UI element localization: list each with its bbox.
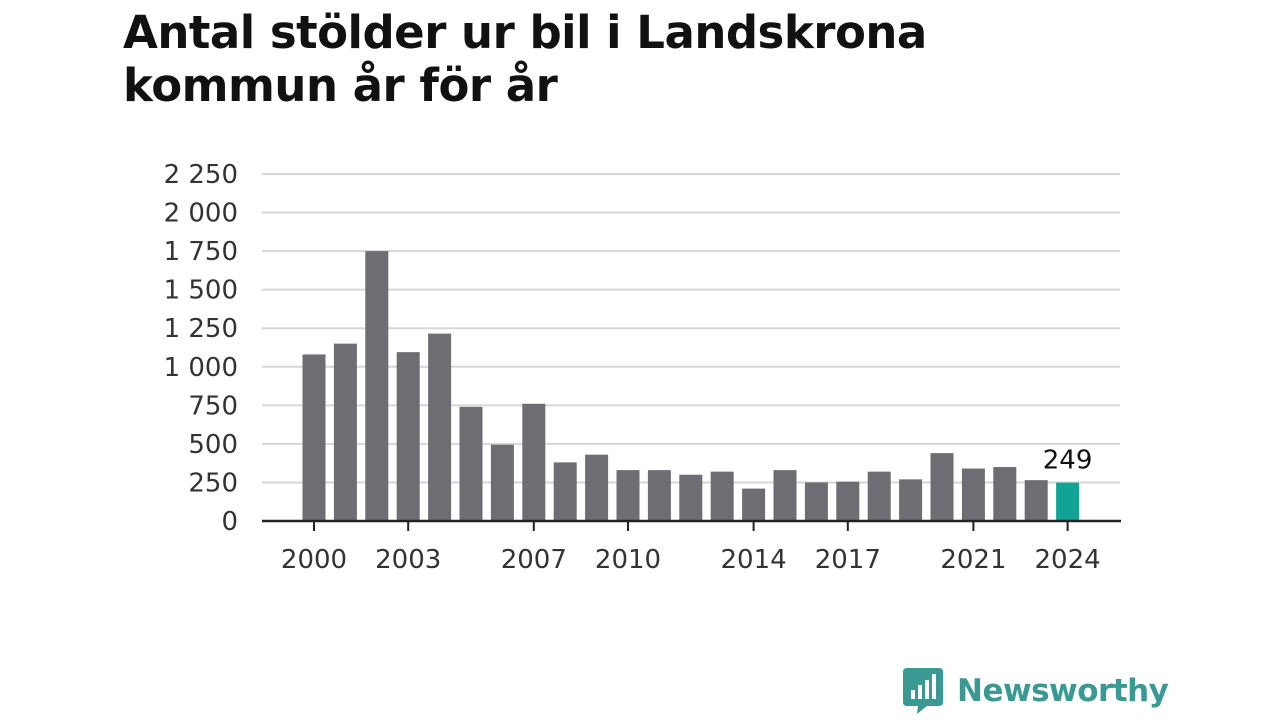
y-tick-label: 2 250 <box>164 160 238 190</box>
x-tick-label: 2007 <box>501 545 567 575</box>
bar-chart: 0 250 500 750 1 000 1 250 1 500 1 750 2 000 2 250… <box>164 160 1121 575</box>
newsworthy-logo-icon <box>903 668 943 714</box>
bar-2017 <box>836 481 860 521</box>
bar-2014 <box>742 488 766 521</box>
brand-name: Newsworthy <box>957 673 1169 709</box>
x-axis-tick-labels: 2000 2003 2007 2010 2014 2017 2021 2024 <box>281 521 1101 575</box>
y-tick-label: 500 <box>188 430 238 460</box>
newsworthy-brand: Newsworthy <box>903 668 1169 714</box>
y-tick-label: 750 <box>188 391 238 421</box>
bar-2019 <box>899 479 923 521</box>
chart-title: Antal stölder ur bil i Landskrona kommun… <box>123 6 927 112</box>
bar-2004 <box>428 333 452 521</box>
bar-2008 <box>553 462 577 521</box>
bar-2011 <box>647 470 671 521</box>
gridlines <box>262 173 1120 484</box>
y-axis-tick-labels: 0 250 500 750 1 000 1 250 1 500 1 750 2 000 2 250 <box>164 160 238 537</box>
bar-2015 <box>773 470 797 521</box>
bar-highlight-2024 <box>1056 482 1080 521</box>
y-tick-label: 1 750 <box>164 237 238 267</box>
bar-2009 <box>585 454 609 521</box>
bars <box>302 251 1080 521</box>
bar-2000 <box>302 354 326 521</box>
bar-2021 <box>961 468 985 521</box>
x-tick-label: 2021 <box>940 545 1006 575</box>
bar-2007 <box>522 403 546 521</box>
bar-2020 <box>930 453 954 521</box>
bar-2001 <box>333 343 357 521</box>
bar-2006 <box>490 444 514 521</box>
bar-2023 <box>1024 480 1048 521</box>
y-tick-label: 250 <box>188 468 238 498</box>
x-tick-label: 2000 <box>281 545 347 575</box>
y-tick-label: 2 000 <box>164 199 238 229</box>
bar-2012 <box>679 474 703 521</box>
x-tick-label: 2017 <box>815 545 881 575</box>
data-label-2024: 249 <box>1043 446 1093 476</box>
x-tick-label: 2024 <box>1035 545 1101 575</box>
y-tick-label: 1 000 <box>164 353 238 383</box>
y-tick-label: 0 <box>221 507 238 537</box>
bar-2003 <box>396 352 420 521</box>
bar-2016 <box>804 482 828 521</box>
bar-2005 <box>459 406 483 521</box>
x-tick-label: 2014 <box>721 545 787 575</box>
bar-2022 <box>993 467 1017 521</box>
x-tick-label: 2010 <box>595 545 661 575</box>
bar-2013 <box>710 471 734 521</box>
x-tick-label: 2003 <box>375 545 441 575</box>
bar-2018 <box>867 471 891 521</box>
bar-2002 <box>365 251 389 521</box>
y-tick-label: 1 250 <box>164 314 238 344</box>
data-labels: 249 <box>1043 446 1093 476</box>
y-tick-label: 1 500 <box>164 276 238 306</box>
bar-2010 <box>616 470 640 521</box>
